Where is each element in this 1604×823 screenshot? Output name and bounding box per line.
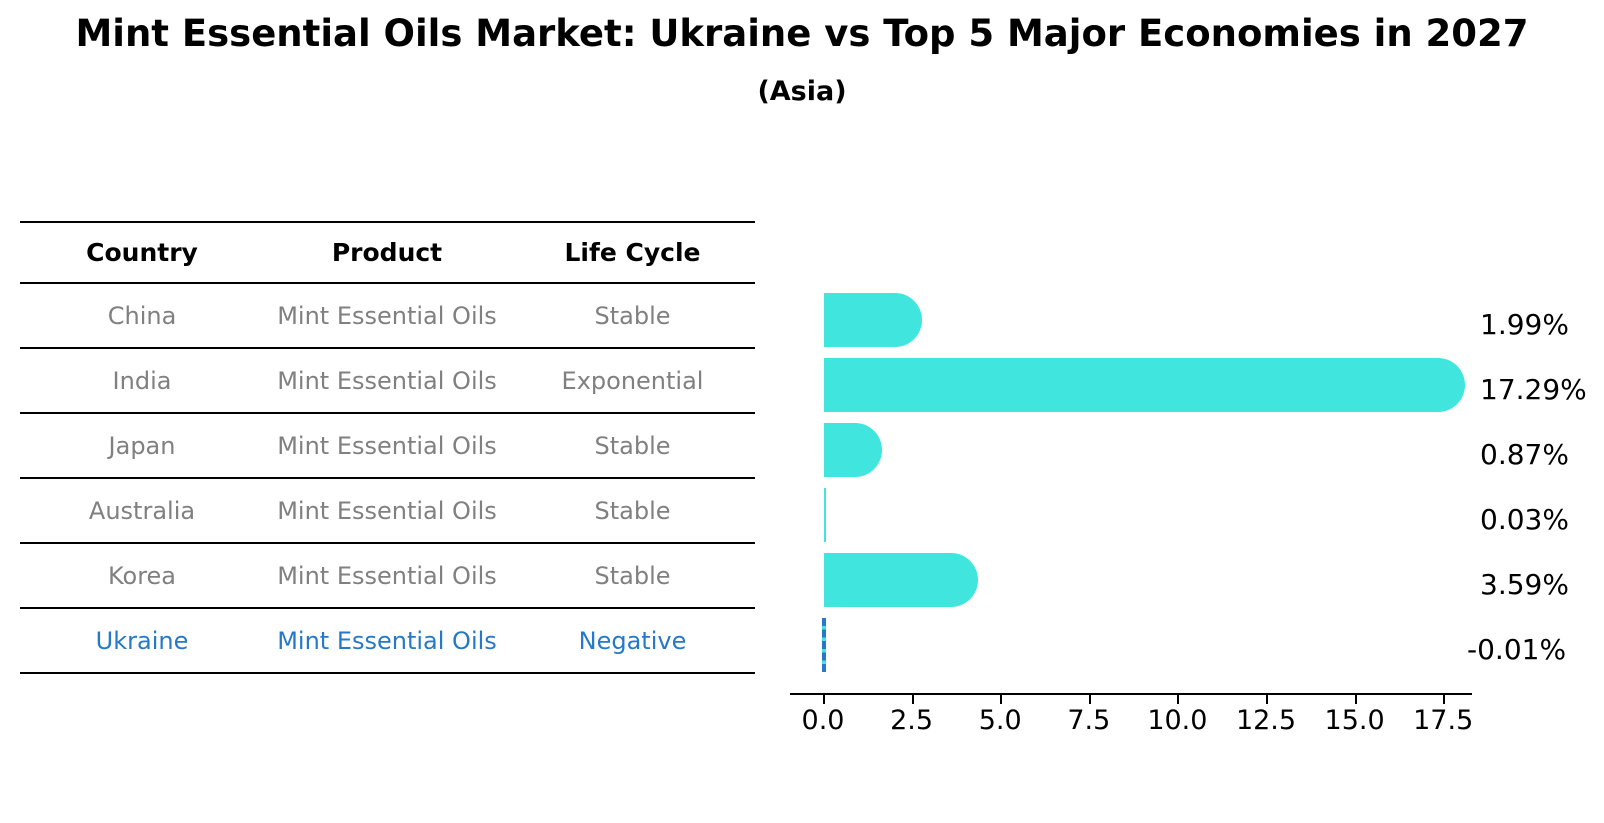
cell-product: Mint Essential Oils bbox=[277, 496, 497, 525]
table-header-row: Country Product Life Cycle bbox=[20, 223, 755, 282]
x-axis-tick-label: 15.0 bbox=[1324, 705, 1385, 736]
value-label-ukraine: -0.01% bbox=[1467, 633, 1567, 666]
x-axis-tick bbox=[1354, 695, 1357, 704]
cell-product: Mint Essential Oils bbox=[277, 366, 497, 395]
value-label-australia: 0.03% bbox=[1480, 503, 1569, 536]
x-axis-tick bbox=[823, 695, 825, 704]
x-axis-tick-label: 10.0 bbox=[1147, 705, 1208, 736]
column-header-product: Product bbox=[331, 238, 443, 267]
x-axis-tick-label: 5.0 bbox=[978, 705, 1022, 736]
cell-life-cycle: Negative bbox=[578, 626, 687, 655]
chart-title: Mint Essential Oils Market: Ukraine vs T… bbox=[75, 12, 1529, 55]
cell-product: Mint Essential Oils bbox=[277, 301, 497, 330]
table-rule bbox=[20, 412, 755, 414]
table-row-ukraine: Ukraine Mint Essential Oils Negative bbox=[20, 609, 755, 672]
x-axis-tick bbox=[1177, 695, 1180, 704]
cell-product: Mint Essential Oils bbox=[277, 626, 497, 655]
cell-country: India bbox=[112, 366, 172, 395]
x-axis-tick-label: 12.5 bbox=[1235, 705, 1297, 736]
table-row-japan: Japan Mint Essential Oils Stable bbox=[20, 414, 755, 477]
table-rule bbox=[20, 542, 755, 544]
value-label-india: 17.29% bbox=[1480, 373, 1587, 406]
cell-country: Korea bbox=[107, 561, 177, 590]
bar-india bbox=[824, 358, 1465, 412]
table-rule bbox=[20, 221, 755, 223]
column-header-life-cycle: Life Cycle bbox=[564, 238, 701, 267]
cell-country: Australia bbox=[88, 496, 196, 525]
table-row-korea: Korea Mint Essential Oils Stable bbox=[20, 544, 755, 607]
x-axis-tick-label: 7.5 bbox=[1067, 705, 1111, 736]
cell-life-cycle: Stable bbox=[594, 561, 671, 590]
x-axis-line bbox=[790, 693, 1472, 695]
x-axis-tick bbox=[911, 695, 914, 704]
table-row-australia: Australia Mint Essential Oils Stable bbox=[20, 479, 755, 542]
x-axis-tick-label: 0.0 bbox=[801, 705, 845, 736]
bar-australia bbox=[824, 488, 826, 542]
cell-product: Mint Essential Oils bbox=[277, 561, 497, 590]
bar-china bbox=[824, 293, 922, 347]
cell-life-cycle: Stable bbox=[594, 431, 671, 460]
value-label-china: 1.99% bbox=[1480, 308, 1569, 341]
column-header-country: Country bbox=[86, 238, 198, 267]
value-label-korea: 3.59% bbox=[1480, 568, 1569, 601]
table-rule bbox=[20, 282, 755, 284]
value-label-japan: 0.87% bbox=[1480, 438, 1569, 471]
table-rule bbox=[20, 477, 755, 479]
cell-product: Mint Essential Oils bbox=[277, 431, 497, 460]
chart-subtitle: (Asia) bbox=[757, 76, 847, 107]
x-axis-tick-label: 2.5 bbox=[890, 705, 934, 736]
x-axis-tick-label: 17.5 bbox=[1413, 705, 1474, 736]
cell-life-cycle: Stable bbox=[594, 496, 671, 525]
table-row-china: China Mint Essential Oils Stable bbox=[20, 284, 755, 347]
table-rule bbox=[20, 347, 755, 349]
cell-life-cycle: Stable bbox=[594, 301, 671, 330]
cell-life-cycle: Exponential bbox=[561, 366, 704, 395]
cell-country: Ukraine bbox=[95, 626, 189, 655]
cell-country: China bbox=[107, 301, 177, 330]
table-row-india: India Mint Essential Oils Exponential bbox=[20, 349, 755, 412]
bar-ukraine bbox=[822, 618, 826, 672]
cell-country: Japan bbox=[108, 431, 176, 460]
x-axis-tick bbox=[1443, 695, 1446, 704]
table-rule bbox=[20, 672, 755, 674]
x-axis-tick bbox=[1000, 695, 1003, 704]
bar-japan bbox=[824, 423, 882, 477]
x-axis-tick bbox=[1088, 695, 1091, 704]
bar-korea bbox=[824, 553, 979, 607]
x-axis-tick bbox=[1266, 695, 1268, 704]
table-rule bbox=[20, 607, 755, 609]
